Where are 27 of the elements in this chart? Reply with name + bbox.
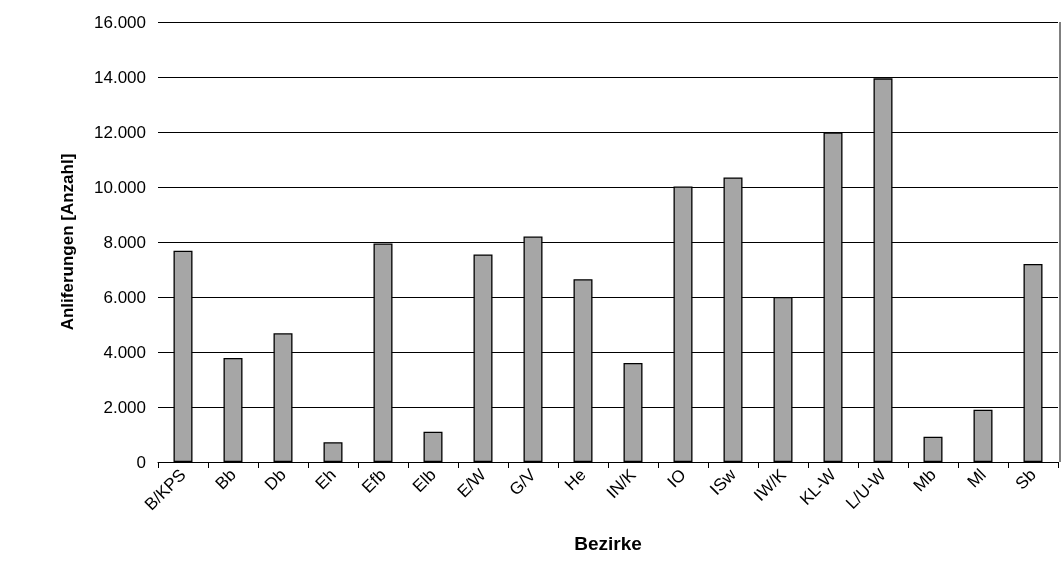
x-tick-label: Eh (311, 465, 340, 494)
bar (973, 409, 993, 462)
bar (323, 442, 343, 462)
x-tick-label: Elb (408, 465, 440, 497)
bar (923, 436, 943, 462)
y-tick-label: 10.000 (94, 177, 146, 197)
x-tick-label: IO (663, 465, 690, 492)
x-tick-label: Mb (909, 465, 940, 496)
x-tick-label: Sb (1011, 465, 1040, 494)
y-axis-title: Anliferungen [Anzahl] (58, 153, 77, 331)
y-tick-label: 2.000 (103, 397, 146, 417)
x-tick-label: G/V (505, 464, 541, 500)
x-tick-label: Db (260, 465, 290, 495)
x-tick-label: He (560, 465, 590, 495)
y-tick-label: 4.000 (103, 342, 146, 362)
x-tick-label: Bb (211, 465, 240, 494)
y-tick-label: 14.000 (94, 67, 146, 87)
y-tick-label: 8.000 (103, 232, 146, 252)
y-tick-label: 12.000 (94, 122, 146, 142)
x-axis-title: Bezirke (574, 533, 642, 554)
y-tick-label: 0 (136, 452, 146, 472)
bar (423, 431, 443, 462)
y-tick-label: 16.000 (94, 12, 146, 32)
x-tick-label: Ml (963, 465, 990, 492)
y-tick-label: 6.000 (103, 287, 146, 307)
x-tick-label: Efb (358, 465, 390, 497)
x-tick-label: ISw (706, 464, 741, 499)
